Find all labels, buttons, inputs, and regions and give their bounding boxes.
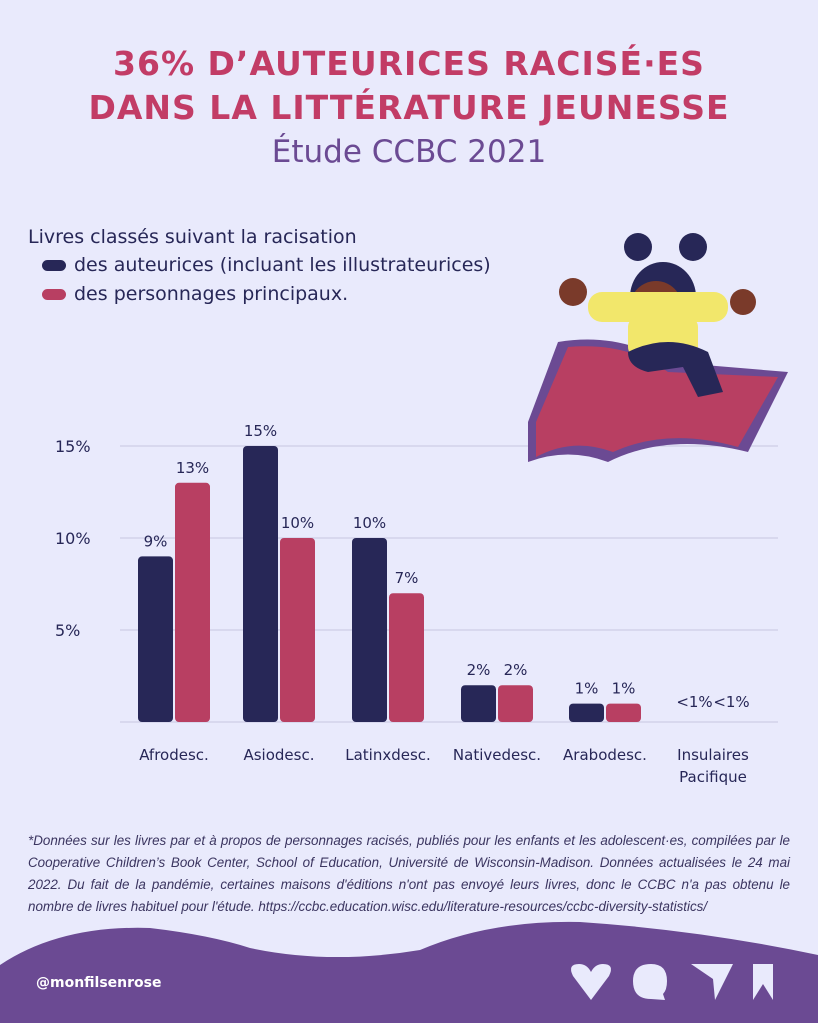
x-tick-label: Pacifique bbox=[679, 768, 747, 786]
social-icons bbox=[571, 964, 773, 1000]
bar bbox=[243, 446, 278, 722]
bar bbox=[498, 685, 533, 722]
y-tick-label: 5% bbox=[55, 621, 80, 640]
legend-swatch-authors bbox=[42, 259, 66, 271]
data-label: 7% bbox=[395, 569, 419, 587]
legend-title: Livres classés suivant la racisation bbox=[28, 226, 357, 248]
data-label: 1% bbox=[575, 680, 599, 698]
legend-characters: des personnages principaux. bbox=[42, 283, 348, 305]
social-handle: @monfilsenrose bbox=[36, 975, 162, 991]
send-icon[interactable] bbox=[691, 964, 733, 1000]
x-tick-label: Latinxdesc. bbox=[345, 746, 431, 764]
footer-wave bbox=[0, 921, 818, 1023]
x-tick-label: Nativedesc. bbox=[453, 746, 541, 764]
bar bbox=[606, 703, 641, 722]
data-label: 1% bbox=[612, 680, 636, 698]
bar bbox=[280, 538, 315, 722]
x-tick-label: Asiodesc. bbox=[243, 746, 314, 764]
x-tick-label: Insulaires bbox=[677, 746, 749, 764]
bar bbox=[138, 556, 173, 722]
footnote: *Données sur les livres par et à propos … bbox=[28, 833, 790, 914]
girl-reading-book-illustration bbox=[528, 233, 788, 462]
heart-icon[interactable] bbox=[571, 964, 611, 1000]
subtitle: Étude CCBC 2021 bbox=[271, 134, 547, 170]
data-label: 10% bbox=[353, 514, 386, 532]
y-tick-label: 15% bbox=[55, 437, 91, 456]
legend-authors: des auteurices (incluant les illustrateu… bbox=[42, 254, 491, 276]
legend-swatch-characters bbox=[42, 288, 66, 300]
title-line-1: 36% D’AUTEURICES RACISÉ·ES bbox=[113, 44, 705, 83]
data-label: 10% bbox=[281, 514, 314, 532]
legend-label: des auteurices (incluant les illustrateu… bbox=[74, 254, 491, 276]
data-label: 2% bbox=[504, 661, 528, 679]
bar bbox=[389, 593, 424, 722]
bar-chart: 5% 10% 15% 9% 13% Afrodesc. 15% 10% Asiodesc. 10%… bbox=[55, 422, 778, 786]
bar bbox=[461, 685, 496, 722]
bar bbox=[175, 482, 210, 722]
data-label: 13% bbox=[176, 459, 209, 477]
bar bbox=[352, 538, 387, 722]
bar bbox=[569, 703, 604, 722]
data-label: <1% bbox=[713, 693, 749, 711]
bookmark-icon[interactable] bbox=[753, 964, 773, 1000]
data-label: 9% bbox=[144, 532, 168, 550]
data-label: 2% bbox=[467, 661, 491, 679]
y-tick-label: 10% bbox=[55, 529, 91, 548]
x-tick-label: Afrodesc. bbox=[139, 746, 209, 764]
data-label: 15% bbox=[244, 422, 277, 440]
comment-icon[interactable] bbox=[633, 964, 667, 1000]
data-label: <1% bbox=[676, 693, 712, 711]
title-line-2: DANS LA LITTÉRATURE JEUNESSE bbox=[88, 88, 730, 127]
x-tick-label: Arabodesc. bbox=[563, 746, 647, 764]
legend-label: des personnages principaux. bbox=[74, 283, 349, 305]
